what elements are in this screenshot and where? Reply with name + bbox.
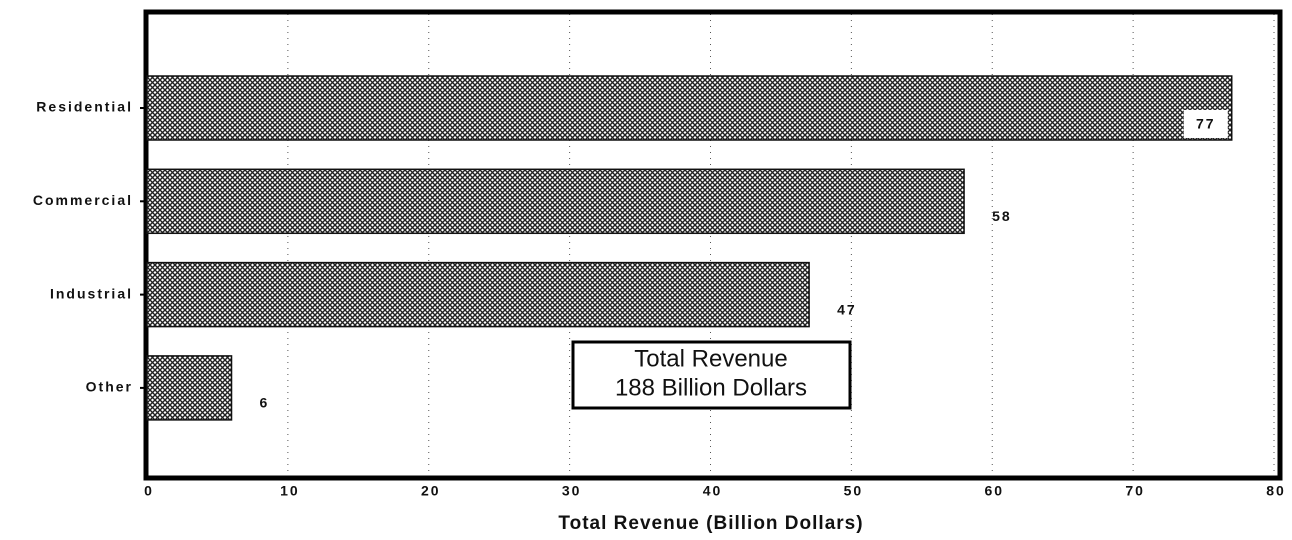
value-label: 47 <box>837 301 857 317</box>
y-tick-label: Industrial <box>50 285 133 301</box>
annotation: Total Revenue <box>634 345 787 372</box>
annotation-box <box>571 340 852 410</box>
x-tick-label: 60 <box>984 483 1004 499</box>
x-tick-label: 0 <box>144 483 154 499</box>
x-tick-label: 70 <box>1125 483 1145 499</box>
annotation: 188 Billion Dollars <box>615 374 807 401</box>
plot-frame <box>143 9 1283 481</box>
value-label-box <box>1183 110 1228 138</box>
y-tick-label: Commercial <box>33 192 133 208</box>
x-tick-label: 10 <box>280 483 300 499</box>
bar <box>146 355 233 421</box>
bar <box>146 168 965 235</box>
x-tick-label: 40 <box>703 483 723 499</box>
y-tick-label: Residential <box>36 99 133 115</box>
x-tick-label: 20 <box>421 483 441 499</box>
x-axis-label: Total Revenue (Billion Dollars) <box>558 513 863 534</box>
value-label: 77 <box>1196 116 1216 132</box>
y-tick-label: Other <box>86 379 133 395</box>
value-label: 6 <box>260 395 270 411</box>
bar <box>146 75 1233 141</box>
x-tick-label: 50 <box>844 483 864 499</box>
bar <box>146 261 810 328</box>
value-label: 58 <box>992 208 1012 224</box>
x-tick-label: 80 <box>1266 483 1286 499</box>
x-tick-label: 30 <box>562 483 582 499</box>
